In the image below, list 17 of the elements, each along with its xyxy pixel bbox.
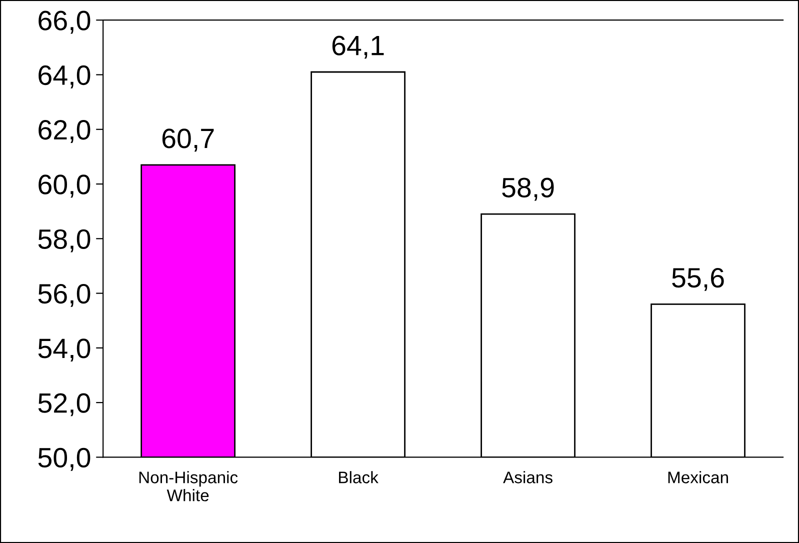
x-tick-label: Non-Hispanic White [139,471,238,502]
x-tick-label: Asians [503,471,552,484]
y-tick-label: 54,0 [38,338,90,362]
y-tick-label: 62,0 [38,120,90,143]
data-label: 55,6 [672,268,724,291]
data-label: 60,7 [162,128,214,152]
x-tick-label: Mexican [668,471,728,484]
y-tick-label: 56,0 [38,284,90,307]
data-label: 64,1 [332,36,384,59]
y-tick-label: 60,0 [38,174,90,198]
y-tick-label: 58,0 [38,229,90,252]
x-tick-label: Black [339,471,378,484]
data-label: 58,9 [502,178,554,201]
y-tick-label: 64,0 [38,65,90,88]
y-tick-label: 52,0 [38,393,90,416]
y-tick-label: 66,0 [38,10,90,34]
y-tick-label: 50,0 [38,448,90,471]
